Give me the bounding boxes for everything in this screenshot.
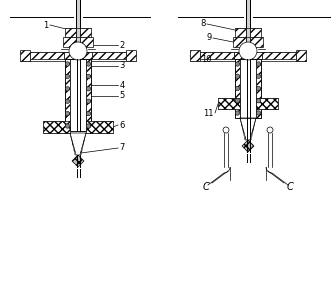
Text: C: C xyxy=(287,182,293,192)
Bar xyxy=(80,37,93,47)
Circle shape xyxy=(65,62,70,66)
Circle shape xyxy=(239,42,257,60)
Bar xyxy=(65,59,91,131)
Circle shape xyxy=(65,99,70,103)
Bar xyxy=(256,59,261,118)
Bar xyxy=(252,52,262,59)
Circle shape xyxy=(65,74,70,78)
Bar xyxy=(86,59,91,131)
Circle shape xyxy=(235,98,240,103)
Circle shape xyxy=(235,62,240,66)
Bar xyxy=(43,121,70,133)
Text: 3: 3 xyxy=(120,62,125,71)
Circle shape xyxy=(235,86,240,91)
Bar xyxy=(80,28,91,37)
Circle shape xyxy=(256,98,261,103)
Text: C: C xyxy=(203,182,209,192)
Text: 4: 4 xyxy=(120,81,125,89)
Bar xyxy=(63,37,76,47)
Bar xyxy=(235,59,240,118)
Circle shape xyxy=(65,112,70,116)
Bar xyxy=(234,52,244,59)
Bar xyxy=(64,52,74,59)
Circle shape xyxy=(235,111,240,115)
Polygon shape xyxy=(70,133,76,155)
Polygon shape xyxy=(240,118,256,140)
Text: 6: 6 xyxy=(120,121,125,129)
Polygon shape xyxy=(80,133,86,155)
Circle shape xyxy=(256,86,261,91)
Bar xyxy=(296,50,306,61)
Bar xyxy=(235,59,261,118)
Circle shape xyxy=(267,127,273,133)
Circle shape xyxy=(65,124,70,128)
Text: 5: 5 xyxy=(120,92,125,101)
Circle shape xyxy=(256,111,261,115)
Circle shape xyxy=(235,74,240,78)
Text: 1: 1 xyxy=(43,21,48,29)
Circle shape xyxy=(86,99,91,103)
Circle shape xyxy=(86,87,91,91)
Bar xyxy=(126,50,136,61)
Bar xyxy=(30,52,64,59)
Bar xyxy=(190,50,200,61)
Bar xyxy=(235,28,246,37)
Text: 10: 10 xyxy=(201,55,211,64)
Circle shape xyxy=(86,124,91,128)
Polygon shape xyxy=(250,118,256,140)
Bar xyxy=(82,52,92,59)
Text: 8: 8 xyxy=(200,19,206,28)
Circle shape xyxy=(86,112,91,116)
Circle shape xyxy=(223,127,229,133)
Bar xyxy=(262,52,296,59)
Bar xyxy=(250,37,263,47)
Text: 9: 9 xyxy=(206,34,211,42)
Polygon shape xyxy=(240,118,246,140)
Bar xyxy=(233,37,246,47)
Bar xyxy=(218,98,240,109)
Bar xyxy=(200,52,234,59)
Bar xyxy=(92,52,126,59)
Circle shape xyxy=(69,42,87,60)
Circle shape xyxy=(86,62,91,66)
Bar xyxy=(65,28,76,37)
Bar xyxy=(70,59,86,131)
Circle shape xyxy=(86,74,91,78)
Bar xyxy=(256,98,278,109)
Circle shape xyxy=(256,74,261,78)
Text: 2: 2 xyxy=(120,41,125,49)
Polygon shape xyxy=(242,140,254,152)
Bar xyxy=(65,59,70,131)
Text: 7: 7 xyxy=(120,144,125,152)
Bar xyxy=(20,50,30,61)
Polygon shape xyxy=(70,133,86,155)
Bar xyxy=(86,121,113,133)
Bar xyxy=(246,0,250,43)
Bar xyxy=(240,59,256,118)
Bar xyxy=(250,28,261,37)
Text: 11: 11 xyxy=(203,108,213,118)
Circle shape xyxy=(256,62,261,66)
Circle shape xyxy=(65,87,70,91)
Polygon shape xyxy=(72,155,84,167)
Bar xyxy=(76,0,80,43)
